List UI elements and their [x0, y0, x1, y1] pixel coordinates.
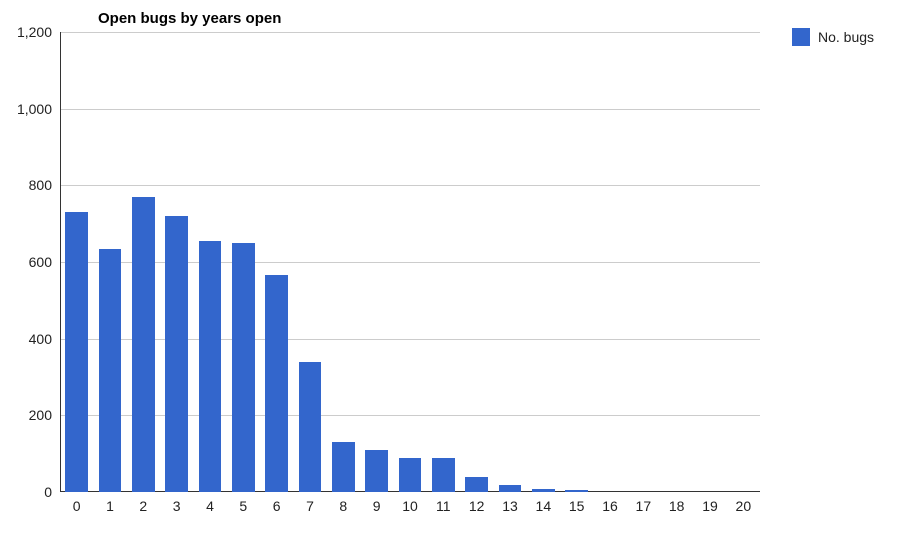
x-tick-label: 19	[702, 498, 718, 514]
y-tick-label: 400	[2, 331, 52, 347]
x-tick-label: 1	[106, 498, 114, 514]
x-tick-label: 20	[736, 498, 752, 514]
bar	[99, 249, 122, 492]
bar	[165, 216, 188, 492]
bar	[532, 489, 555, 492]
y-tick-label: 200	[2, 407, 52, 423]
y-tick-label: 800	[2, 177, 52, 193]
bar	[199, 241, 222, 492]
bar	[465, 477, 488, 492]
bar	[232, 243, 255, 492]
x-tick-label: 5	[239, 498, 247, 514]
x-tick-label: 2	[139, 498, 147, 514]
x-tick-label: 16	[602, 498, 618, 514]
x-tick-label: 9	[373, 498, 381, 514]
bar	[65, 212, 88, 492]
x-tick-label: 15	[569, 498, 585, 514]
bar	[132, 197, 155, 492]
x-tick-label: 10	[402, 498, 418, 514]
x-tick-label: 3	[173, 498, 181, 514]
legend: No. bugs	[792, 28, 874, 46]
plot-area: 02004006008001,0001,20001234567891011121…	[60, 32, 760, 492]
x-tick-label: 11	[436, 498, 451, 514]
bar	[332, 442, 355, 492]
y-tick-label: 600	[2, 254, 52, 270]
bar	[265, 275, 288, 492]
x-tick-label: 0	[73, 498, 81, 514]
bar	[399, 458, 422, 493]
x-tick-label: 7	[306, 498, 314, 514]
bar	[299, 362, 322, 492]
y-tick-label: 1,000	[2, 101, 52, 117]
x-tick-label: 17	[636, 498, 652, 514]
bar	[565, 490, 588, 492]
chart-title: Open bugs by years open	[98, 10, 281, 27]
x-tick-label: 18	[669, 498, 685, 514]
x-tick-label: 14	[536, 498, 552, 514]
gridline	[60, 109, 760, 110]
x-tick-label: 13	[502, 498, 518, 514]
x-tick-label: 8	[339, 498, 347, 514]
legend-label: No. bugs	[818, 29, 874, 45]
chart-container: { "chart": { "type": "bar", "title": "Op…	[0, 0, 910, 536]
bar	[499, 485, 522, 492]
x-tick-label: 12	[469, 498, 485, 514]
gridline	[60, 185, 760, 186]
gridline	[60, 32, 760, 33]
legend-swatch	[792, 28, 810, 46]
x-tick-label: 6	[273, 498, 281, 514]
y-tick-label: 0	[2, 484, 52, 500]
y-axis-line	[60, 32, 61, 492]
x-tick-label: 4	[206, 498, 214, 514]
bar	[432, 458, 455, 493]
y-tick-label: 1,200	[2, 24, 52, 40]
bar	[365, 450, 388, 492]
